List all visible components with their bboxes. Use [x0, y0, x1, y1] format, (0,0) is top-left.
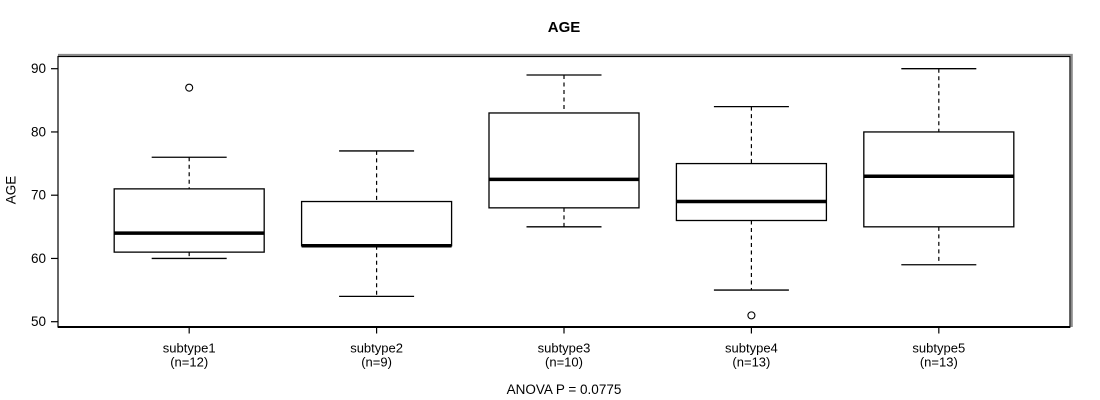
y-tick-label: 60 [31, 251, 46, 266]
x-category-label: subtype2 [350, 341, 403, 356]
outlier-point-subtype4 [747, 311, 756, 320]
boxplot-group-subtype1 [113, 83, 265, 260]
box-iqr-subtype3 [488, 112, 640, 209]
x-category-sublabel: (n=10) [545, 355, 583, 370]
box-iqr-subtype1 [113, 188, 265, 253]
y-tick-label: 70 [31, 188, 46, 203]
x-category-sublabel: (n=12) [170, 355, 208, 370]
anova-annotation: ANOVA P = 0.0775 [506, 382, 622, 397]
box-iqr-subtype2 [300, 200, 453, 247]
y-tick-label: 50 [31, 314, 46, 329]
x-category-label: subtype3 [538, 341, 591, 356]
chart-title: AGE [547, 19, 581, 36]
boxplot-group-subtype5 [863, 68, 1015, 266]
x-category-sublabel: (n=13) [732, 355, 770, 370]
x-category-label: subtype4 [725, 341, 778, 356]
boxplot-group-subtype2 [300, 150, 453, 298]
outlier-point-subtype1 [185, 83, 194, 92]
box-iqr-subtype4 [675, 162, 828, 222]
x-category-sublabel: (n=13) [920, 355, 958, 370]
boxplot-group-subtype4 [675, 106, 828, 320]
plot-frame-shadow [58, 53, 1073, 327]
x-category-label: subtype1 [163, 341, 216, 356]
boxplot-group-subtype3 [488, 74, 640, 228]
y-tick-label: 90 [31, 61, 46, 76]
y-tick-label: 80 [31, 124, 46, 139]
x-category-label: subtype5 [912, 341, 965, 356]
box-iqr-subtype5 [863, 131, 1015, 228]
x-category-sublabel: (n=9) [361, 355, 392, 370]
